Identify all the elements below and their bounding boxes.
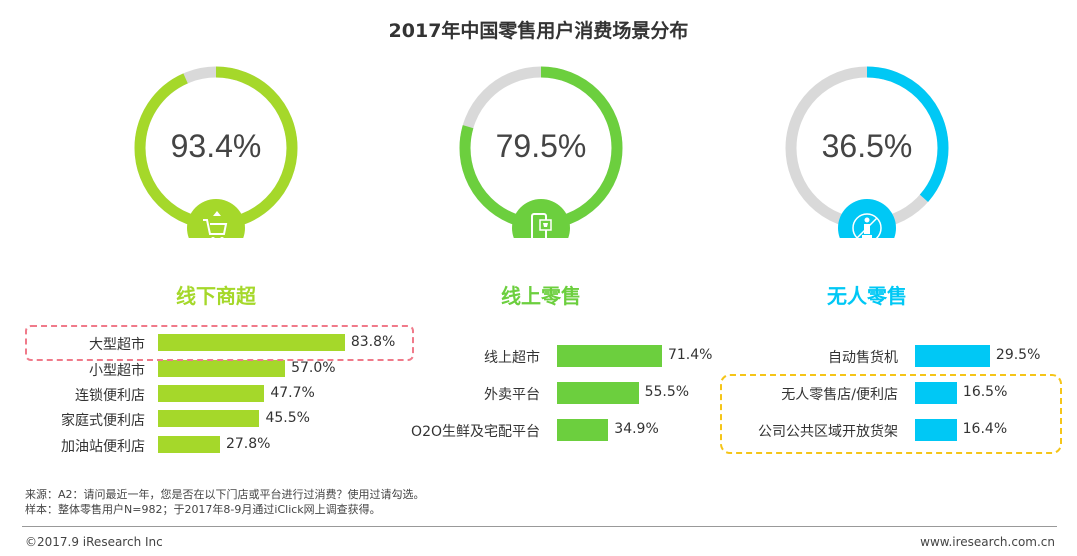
bar-value: 27.8%	[225, 435, 271, 452]
bar-value: 71.4%	[667, 347, 713, 363]
donut-ring-3	[785, 66, 949, 238]
bar	[915, 419, 957, 441]
bar-label: 线上超市	[484, 350, 540, 366]
bar-value: 47.7%	[270, 384, 315, 401]
bar-label: 家庭式便利店	[61, 412, 145, 429]
donut-ring-1	[134, 66, 298, 238]
bar	[158, 360, 286, 377]
footer-website: www.iresearch.com.cn	[920, 535, 1055, 549]
donut-ring-2	[459, 66, 623, 238]
bar-value: 45.5%	[265, 409, 310, 426]
bar-label: 小型超市	[89, 362, 145, 379]
unmanned-icon	[838, 199, 896, 238]
bar	[158, 410, 260, 427]
bar	[915, 345, 990, 367]
bar-value: 34.9%	[614, 421, 659, 437]
bar-value: 16.5%	[962, 384, 1008, 400]
overall-percent: 93.4%	[170, 128, 262, 164]
donut-arc	[785, 66, 949, 230]
bar	[915, 382, 957, 404]
bar-label: 连锁便利店	[75, 387, 145, 404]
category-title: 线上零售	[501, 284, 581, 308]
bar-label: 公司公共区域开放货架	[758, 424, 898, 440]
shopping-cart-icon	[187, 199, 245, 238]
footer-copyright: ©2017.9 iResearch Inc	[25, 535, 163, 549]
bar	[158, 334, 345, 351]
bar-value: 57.0%	[291, 359, 336, 376]
overall-percent: 79.5%	[495, 128, 587, 164]
category-title: 无人零售	[827, 284, 907, 308]
bar-label: 无人零售店/便利店	[781, 387, 898, 403]
source-note: 来源：A2：请问最近一年，您是否在以下门店或平台进行过消费？使用过请勾选。	[25, 488, 425, 501]
overall-percent: 36.5%	[821, 128, 913, 164]
bar-label: 加油站便利店	[61, 438, 145, 455]
bar-label: 大型超市	[89, 336, 145, 353]
bar-label: 自动售货机	[828, 350, 898, 366]
bar-value: 29.5%	[995, 347, 1041, 363]
bar-label: O2O生鲜及宅配平台	[411, 424, 540, 440]
bar	[557, 382, 639, 404]
bar-value: 16.4%	[962, 421, 1008, 437]
bar	[158, 385, 265, 402]
highlight-box-pink	[25, 325, 414, 361]
bar-value: 55.5%	[644, 384, 690, 400]
sample-note: 样本：整体零售用户N=982；于2017年8-9月通过iClick网上调查获得。	[25, 503, 381, 516]
bar	[557, 345, 662, 367]
bar-value: 83.8%	[350, 333, 396, 350]
mobile-shop-icon	[512, 199, 570, 238]
bar	[158, 436, 220, 453]
bar	[557, 419, 609, 441]
category-title: 线下商超	[176, 284, 256, 308]
bar-label: 外卖平台	[484, 387, 540, 403]
chart-title: 2017年中国零售用户消费场景分布	[388, 20, 689, 42]
highlight-box-yellow	[720, 374, 1062, 454]
footer-divider	[22, 526, 1057, 527]
